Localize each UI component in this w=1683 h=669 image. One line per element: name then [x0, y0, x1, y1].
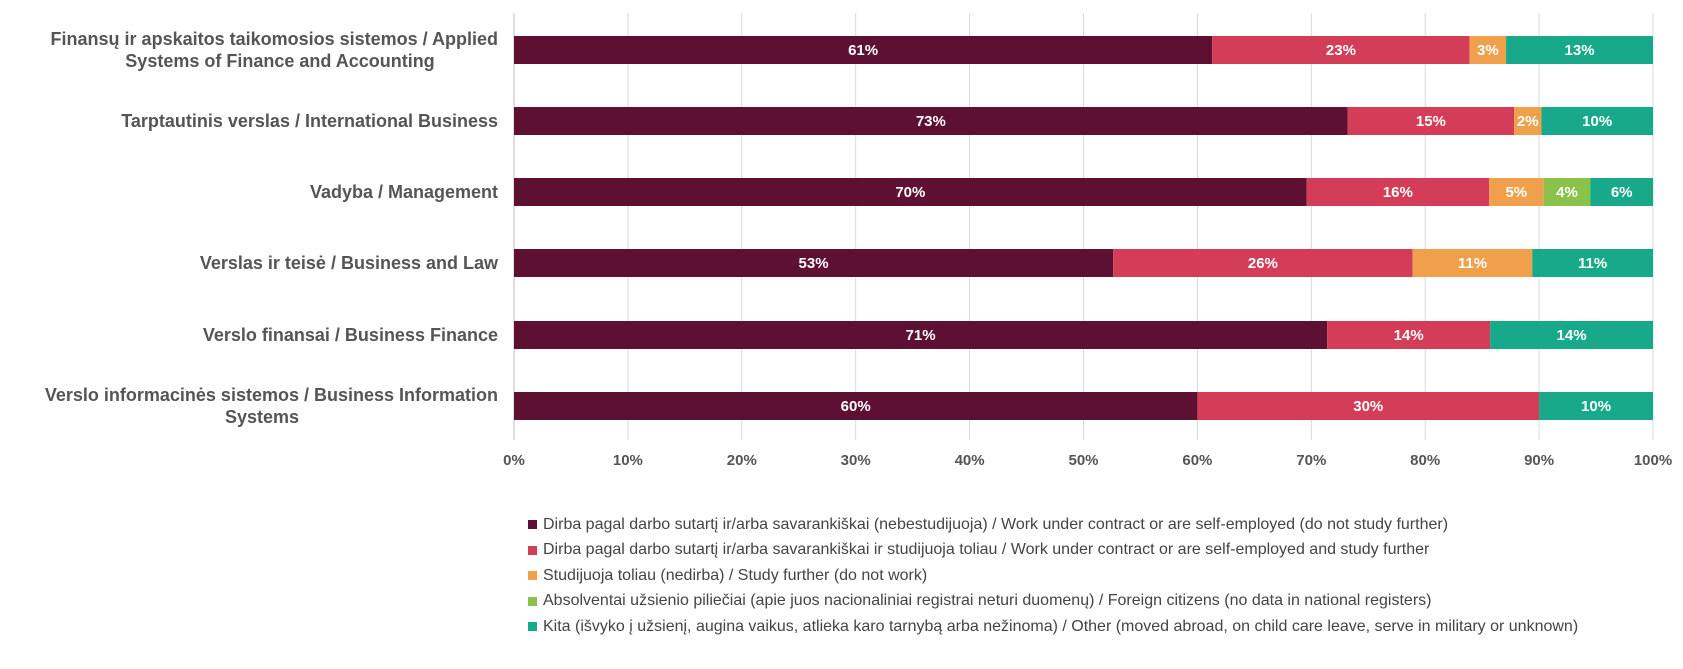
legend-swatch: [528, 520, 537, 530]
legend-label: Studijuoja toliau (nedirba) / Study furt…: [543, 566, 928, 584]
data-label: 70%: [895, 184, 925, 201]
legend-label: Absolventai užsienio piliečiai (apie juo…: [543, 592, 1432, 610]
x-tick-label: 50%: [1068, 452, 1098, 469]
x-tick-label: 90%: [1524, 452, 1554, 469]
gridlines: [513, 13, 1654, 440]
data-label: 11%: [1578, 255, 1607, 272]
x-tick-label: 20%: [727, 452, 757, 469]
bar-segment: [1590, 178, 1653, 206]
x-axis-tick-labels: 0% 10% 20% 30% 40% 50% 60% 70% 80% 90% 100%: [503, 452, 1672, 469]
legend-item: Dirba pagal darbo sutartį ir/arba savara…: [528, 512, 1668, 538]
legend-item: Kita (išvyko į užsienį, augina vaikus, a…: [528, 614, 1668, 640]
legend-swatch: [528, 596, 537, 606]
data-label: 61%: [848, 42, 878, 59]
bar-segment: [1541, 107, 1653, 135]
bar-segment: [1539, 392, 1653, 420]
data-label: 15%: [1416, 113, 1446, 130]
bars: 61% 23% 3% 13% 73% 15% 2% 10% 70% 16% 5% 4% 6% 53% 26%…: [514, 36, 1653, 420]
data-label: 60%: [841, 398, 871, 415]
bar-segment: [514, 36, 1213, 64]
bar-segment: [1506, 36, 1653, 64]
data-label: 10%: [1581, 398, 1611, 415]
x-tick-label: 80%: [1410, 452, 1440, 469]
bar-segment: [1469, 36, 1507, 64]
data-label: 2%: [1517, 113, 1539, 130]
data-label: 13%: [1565, 42, 1595, 59]
legend-item: Dirba pagal darbo sutartį ir/arba savara…: [528, 538, 1668, 564]
category-label: Systems: [225, 407, 299, 427]
bar-segment: [1327, 321, 1491, 349]
x-tick-label: 0%: [503, 452, 525, 469]
bar-segment: [514, 178, 1307, 206]
bar-segment: [514, 107, 1348, 135]
category-label: Verslo informacinės sistemos / Business …: [45, 385, 498, 405]
x-tick-label: 100%: [1634, 452, 1672, 469]
legend: Dirba pagal darbo sutartį ir/arba savara…: [528, 512, 1668, 640]
x-tick-label: 70%: [1296, 452, 1326, 469]
data-label: 30%: [1353, 398, 1383, 415]
bar-segment: [1490, 321, 1653, 349]
bar-segment: [1306, 178, 1489, 206]
legend-item: Absolventai užsienio piliečiai (apie juo…: [528, 589, 1668, 615]
data-label: 53%: [799, 255, 829, 272]
legend-label: Kita (išvyko į užsienį, augina vaikus, a…: [543, 617, 1579, 635]
category-label: Finansų ir apskaitos taikomosios sistemo…: [51, 29, 498, 49]
legend-item: Studijuoja toliau (nedirba) / Study furt…: [528, 563, 1668, 589]
bar-segment: [1212, 36, 1470, 64]
data-label: 11%: [1458, 255, 1487, 272]
category-label: Verslo finansai / Business Finance: [203, 325, 498, 345]
bar-segment: [1543, 178, 1591, 206]
bar-segment: [1514, 107, 1542, 135]
legend-label: Dirba pagal darbo sutartį ir/arba savara…: [543, 541, 1430, 559]
data-label: 10%: [1582, 113, 1612, 130]
data-label: 23%: [1326, 42, 1356, 59]
bar-segment: [1532, 249, 1653, 277]
legend-swatch: [528, 545, 537, 555]
data-label: 6%: [1611, 184, 1633, 201]
data-label: 14%: [1557, 327, 1587, 344]
data-label: 73%: [916, 113, 946, 130]
bar-segment: [1113, 249, 1413, 277]
data-label: 5%: [1505, 184, 1527, 201]
legend-label: Dirba pagal darbo sutartį ir/arba savara…: [543, 515, 1449, 533]
legend-swatch: [528, 571, 537, 581]
category-labels: Finansų ir apskaitos taikomosios sistemo…: [45, 29, 499, 427]
legend-swatch: [528, 622, 537, 632]
category-label: Vadyba / Management: [310, 182, 498, 202]
data-label: 16%: [1383, 184, 1413, 201]
data-label: 14%: [1394, 327, 1424, 344]
bar-segment: [1197, 392, 1540, 420]
data-label: 26%: [1248, 255, 1278, 272]
data-label: 4%: [1556, 184, 1578, 201]
x-tick-label: 30%: [841, 452, 871, 469]
category-label: Verslas ir teisė / Business and Law: [200, 253, 499, 273]
x-tick-label: 40%: [955, 452, 985, 469]
x-tick-label: 10%: [613, 452, 643, 469]
category-label: Tarptautinis verslas / International Bus…: [121, 111, 498, 131]
bar-segment: [514, 321, 1328, 349]
bar-segment: [1347, 107, 1515, 135]
bar-segment: [514, 392, 1198, 420]
category-label: Systems of Finance and Accounting: [125, 51, 434, 71]
x-tick-label: 60%: [1182, 452, 1212, 469]
data-label: 71%: [906, 327, 936, 344]
bar-segment: [1488, 178, 1544, 206]
bar-segment: [1412, 249, 1533, 277]
bar-segment: [514, 249, 1114, 277]
data-label: 3%: [1477, 42, 1499, 59]
